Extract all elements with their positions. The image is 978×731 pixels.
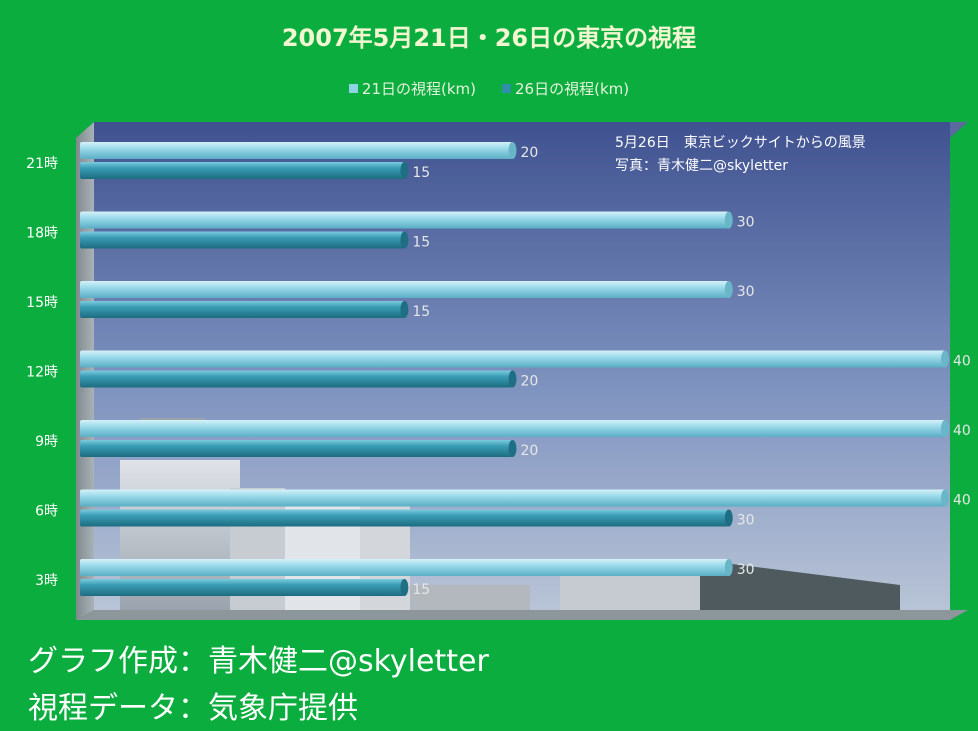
bar-cap [400, 579, 409, 596]
bar-body [80, 281, 729, 298]
chart-title: 2007年5月21日・26日の東京の視程 [281, 24, 697, 52]
photo-caption-line2: 写真：青木健二@skyletter [615, 158, 788, 174]
category-label: 9時 [35, 434, 58, 450]
bar-body [80, 440, 513, 457]
bar-26-21時 [80, 162, 409, 179]
legend-item-21: 21日の視程(km) [348, 78, 476, 99]
category-label: 21時 [26, 156, 58, 172]
bar-21-21時 [80, 142, 517, 159]
data-label: 20 [521, 443, 539, 459]
bar-cap [941, 489, 949, 507]
bar-21-9時 [80, 420, 949, 437]
bar-21-12時 [80, 350, 949, 368]
bar-body [80, 231, 405, 249]
data-label: 15 [412, 235, 430, 251]
building-6 [560, 575, 700, 610]
data-label: 15 [412, 165, 430, 181]
footer-credit-graph: グラフ作成：青木健二@skyletter [28, 644, 489, 679]
legend-swatch-21 [348, 84, 358, 93]
bar-body [80, 420, 945, 437]
category-label: 12時 [26, 365, 58, 381]
value-labels: 20 15 30 15 30 15 40 20 40 20 40 30 30 15 [412, 145, 970, 598]
bar-body [80, 509, 729, 527]
data-label: 20 [521, 374, 539, 390]
bar-cap [724, 509, 733, 527]
category-label: 18時 [26, 226, 58, 242]
category-labels: 21時 18時 15時 12時 9時 6時 3時 [26, 156, 58, 589]
bar-body [80, 162, 405, 179]
legend-item-26: 26日の視程(km) [502, 78, 629, 99]
bar-21-3時 [80, 559, 733, 576]
data-label: 30 [737, 284, 755, 300]
bar-cap [400, 231, 409, 249]
bar-body [80, 301, 405, 318]
data-label: 20 [521, 145, 539, 161]
category-label: 3時 [35, 573, 58, 589]
legend-label-26: 26日の視程(km) [515, 80, 630, 98]
legend: 21日の視程(km) 26日の視程(km) [0, 78, 978, 99]
footer-credit-data: 視程データ：気象庁提供 [28, 691, 358, 726]
bar-21-15時 [80, 281, 733, 298]
category-label: 6時 [35, 504, 58, 520]
bar-26-15時 [80, 301, 409, 318]
floor [76, 610, 968, 620]
bar-26-3時 [80, 579, 409, 596]
canopy [700, 560, 900, 610]
bar-cap [724, 211, 733, 229]
bar-body [80, 211, 729, 229]
photo-caption-line1: 5月26日 東京ビックサイトからの風景 [615, 135, 866, 151]
bar-26-18時 [80, 231, 409, 249]
bar-cap [400, 162, 409, 179]
bar-body [80, 370, 513, 388]
bar-cap [724, 559, 733, 576]
data-label: 40 [953, 423, 971, 439]
data-label: 30 [737, 513, 755, 529]
bar-body [80, 350, 945, 368]
data-label: 30 [737, 562, 755, 578]
data-label: 30 [737, 215, 755, 231]
legend-label-21: 21日の視程(km) [361, 80, 476, 98]
bar-cap [941, 420, 949, 437]
bar-26-9時 [80, 440, 517, 457]
bar-cap [400, 301, 409, 318]
bar-cap [724, 281, 733, 298]
bar-body [80, 579, 405, 596]
building-5 [410, 585, 530, 610]
bar-21-18時 [80, 211, 733, 229]
bar-26-6時 [80, 509, 733, 527]
bar-body [80, 559, 729, 576]
bar-21-6時 [80, 489, 949, 507]
bars [80, 142, 949, 596]
bar-cap [508, 370, 517, 388]
bar-body [80, 489, 945, 507]
data-label: 15 [412, 304, 430, 320]
bar-cap [508, 142, 517, 159]
bar-26-12時 [80, 370, 517, 388]
bar-cap [941, 350, 949, 368]
data-label: 15 [412, 582, 430, 598]
bar-cap [508, 440, 517, 457]
bar-body [80, 142, 513, 159]
data-label: 40 [953, 354, 971, 370]
legend-swatch-26 [502, 84, 511, 93]
data-label: 40 [953, 493, 971, 509]
category-label: 15時 [26, 295, 58, 311]
